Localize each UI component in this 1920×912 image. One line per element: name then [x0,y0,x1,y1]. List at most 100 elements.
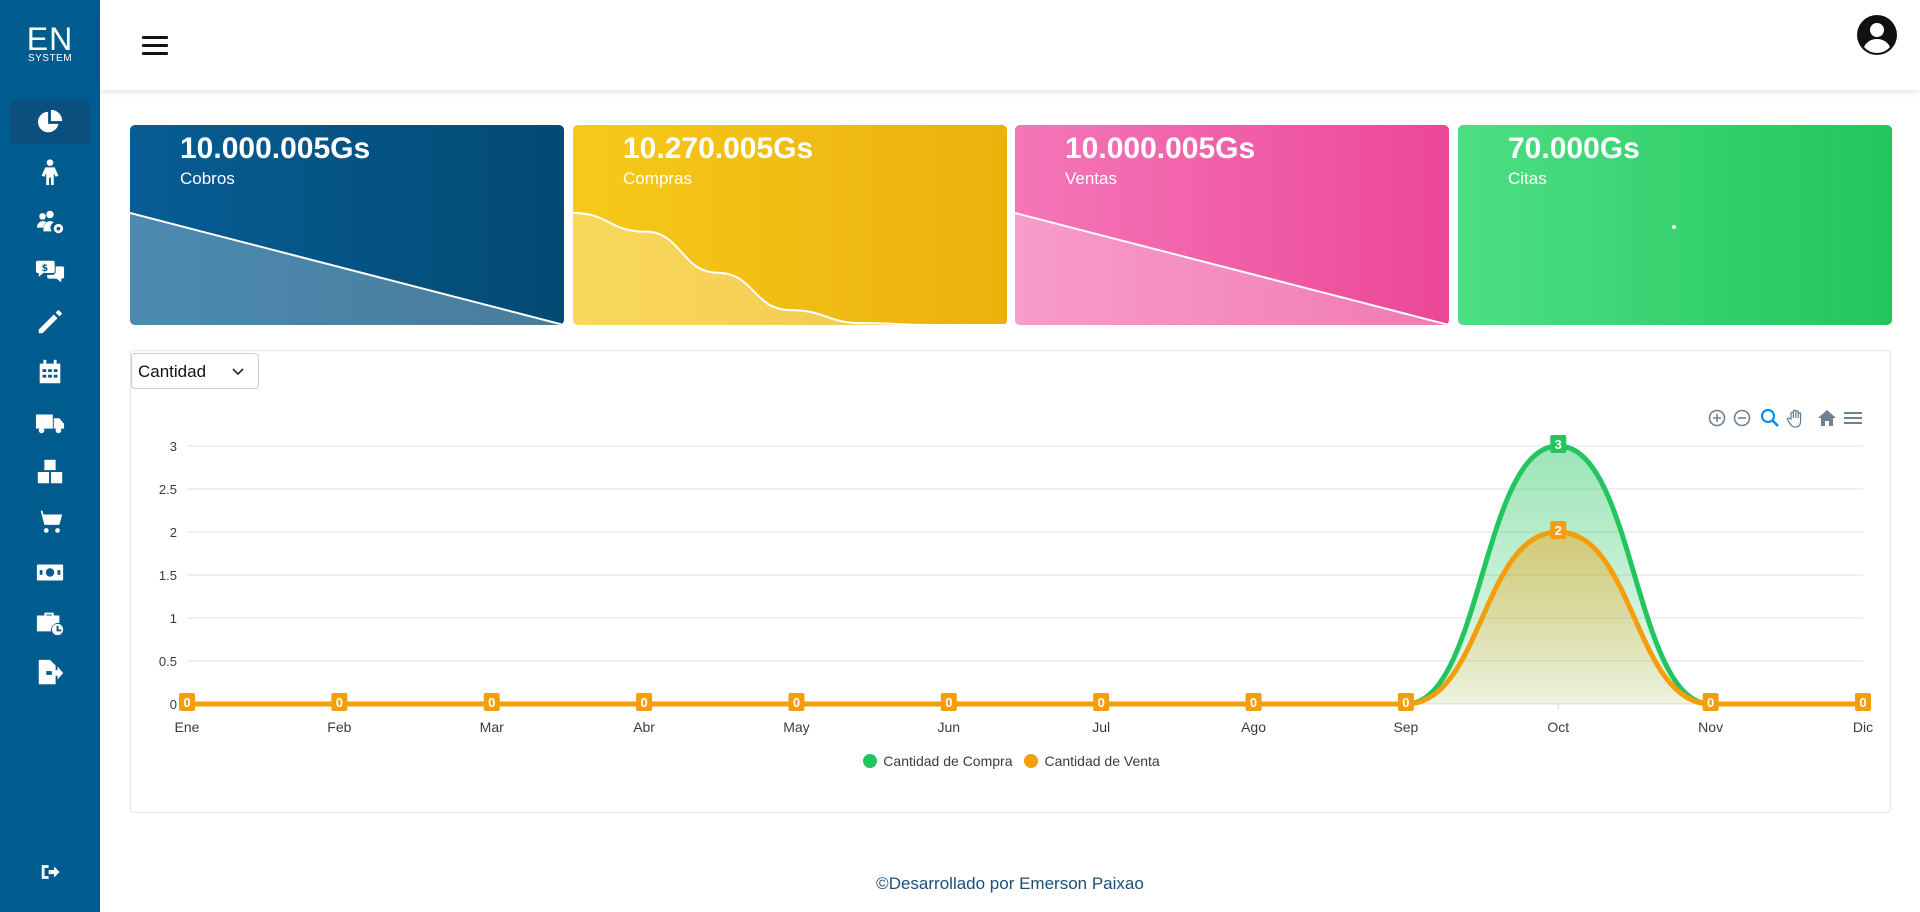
sign-out-icon [41,865,60,879]
cash-icon [36,564,64,581]
logo[interactable]: EN SYSTEM [0,21,100,64]
cobros-sparkline [130,212,564,325]
selection-zoom-button[interactable] [1759,407,1781,429]
chart-legend: Cantidad de Compra Cantidad de Venta [131,753,1892,769]
calendar-icon [39,359,61,384]
home-icon [1818,410,1836,426]
sparkline-line [130,212,564,325]
data-label-box [1702,693,1719,711]
legend-label: Cantidad de Compra [883,753,1013,769]
card-citas: 70.000Gs Citas [1458,125,1892,325]
card-value: 10.000.005Gs [180,132,371,165]
data-label-box [483,693,500,711]
nav-item-productos[interactable] [10,450,90,494]
y-tick-label: 0.5 [159,654,177,669]
legend-marker [863,754,878,768]
nav-item-compras[interactable] [10,500,90,544]
nav-item-ventas[interactable] [10,550,90,594]
nav-item-dashboard[interactable] [10,100,90,144]
logout-button[interactable] [10,850,90,894]
data-label: 3 [1555,437,1562,452]
nav-item-clients[interactable] [10,150,90,194]
x-tick-label: Oct [1547,719,1569,735]
ventas-sparkline [1015,212,1449,325]
legend-item-compra[interactable]: Cantidad de Compra [863,753,1012,769]
data-label: 2 [1555,523,1562,538]
card-value: 70.000Gs [1508,132,1640,165]
y-tick-label: 1 [170,611,177,626]
hamburger-menu-icon[interactable] [142,36,168,58]
file-export-icon [38,659,64,685]
nav-item-caja[interactable] [10,600,90,644]
data-label-box [1397,693,1414,711]
x-tick-label: Abr [633,719,655,735]
chart-menu-button[interactable] [1842,407,1864,429]
card-label: Compras [623,169,692,188]
zoom-in-button[interactable] [1706,407,1728,429]
nav-item-cobros[interactable]: $ [10,250,90,294]
logo-subtext: SYSTEM [27,53,73,64]
chevron-down-icon [232,368,244,376]
data-label-box [1550,521,1567,539]
data-label-box [331,693,348,711]
user-avatar-icon[interactable] [1856,14,1898,56]
x-tick-label: May [783,719,809,735]
legend-marker [1024,754,1039,768]
x-tick-label: Mar [480,719,504,735]
card-value: 10.270.005Gs [623,132,814,165]
data-label-box [1855,693,1871,711]
nav-item-edit[interactable] [10,300,90,344]
y-tick-label: 2 [170,525,177,540]
zoom-out-button[interactable] [1731,407,1753,429]
x-tick-label: Ene [175,719,200,735]
cart-icon [35,510,63,533]
data-label-box [1093,693,1110,711]
x-tick-label: Nov [1698,719,1723,735]
x-tick-label: Ago [1241,719,1266,735]
truck-icon [35,414,65,434]
money-chat-icon: $ [35,260,65,283]
legend-label: Cantidad de Venta [1044,753,1160,769]
data-label: 0 [488,695,495,710]
reset-zoom-button[interactable] [1816,407,1838,429]
data-label: 0 [945,695,952,710]
sidebar: EN SYSTEM $ [0,0,100,912]
monthly-area-chart: 0 0.5 1 1.5 2 2.5 3 Ene Feb Mar Abr May Jun Jul Ago Sep… [159,435,1873,735]
zoom-out-icon [1733,409,1751,427]
nav-item-reportes[interactable] [10,650,90,694]
footer-credit: ©Desarrollado por Emerson Paixao [876,874,1144,893]
menu-icon [1844,412,1862,424]
pie-chart-icon [37,109,63,133]
data-label-box [940,693,957,711]
data-label-box [1550,435,1567,453]
nav-item-citas[interactable] [10,350,90,394]
metric-select[interactable]: Cantidad [131,353,259,389]
series-area [187,532,1863,704]
card-compras: 10.270.005Gs Compras [573,125,1007,325]
sparkline-area [573,213,1007,325]
data-label: 0 [1707,695,1714,710]
legend-item-venta[interactable]: Cantidad de Venta [1024,753,1160,769]
nav-item-users[interactable] [10,200,90,244]
nav-item-proveedores[interactable] [10,400,90,444]
x-tick-label: Feb [327,719,351,735]
zoom-in-icon [1708,409,1726,427]
data-label: 0 [336,695,343,710]
metric-select-value: Cantidad [138,362,207,381]
y-tick-label: 1.5 [159,568,177,583]
magnifier-icon [1760,408,1779,427]
y-tick-label: 2.5 [159,482,177,497]
logo-text: EN [26,21,74,57]
x-tick-label: Jun [938,719,961,735]
data-label: 0 [183,695,190,710]
data-label: 0 [1098,695,1105,710]
pan-button[interactable] [1785,407,1807,429]
svg-text:$: $ [42,263,49,274]
boxes-icon [37,459,63,484]
card-label: Cobros [180,169,235,188]
citas-sparkline [1672,225,1676,229]
sparkline-point [1672,225,1676,229]
card-label: Ventas [1065,169,1117,188]
card-ventas: 10.000.005Gs Ventas [1015,125,1449,325]
chart-panel: 0 0.5 1 1.5 2 2.5 3 Ene Feb Mar Abr May Jun Jul Ago Sep… [130,350,1891,813]
